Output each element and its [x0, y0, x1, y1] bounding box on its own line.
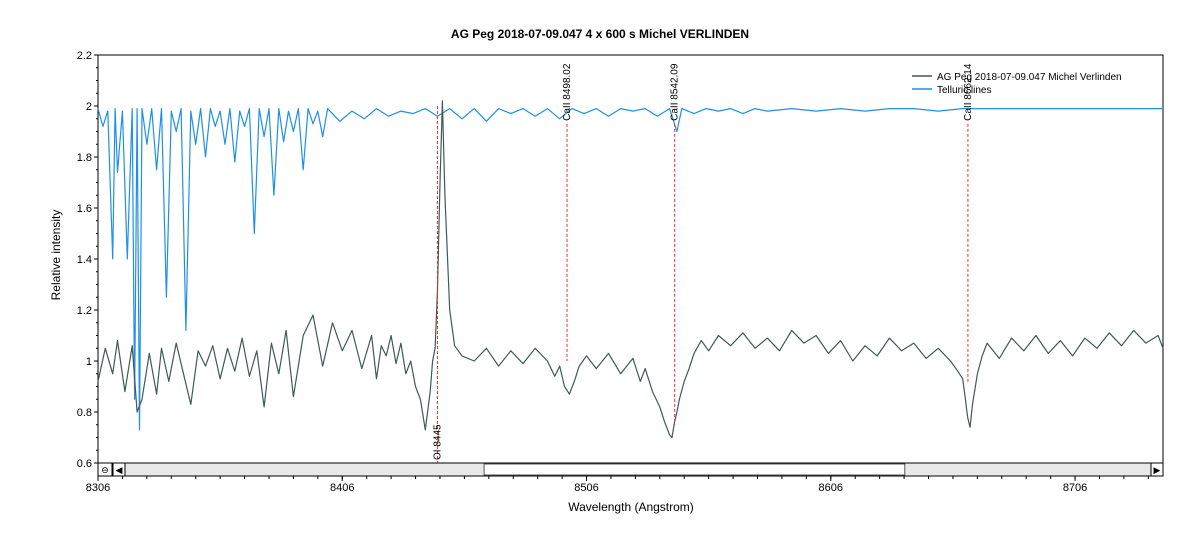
legend-label-telluric: Telluric lines — [937, 85, 991, 96]
series-layer — [97, 100, 1164, 439]
scrollbar-thumb[interactable] — [483, 463, 906, 476]
series-line-spectrum — [97, 100, 1164, 439]
scroll-left-button[interactable] — [112, 462, 126, 477]
series-line-telluric — [97, 107, 1163, 431]
y-tick-label: 1.4 — [77, 254, 92, 266]
x-axis-ticks: 8306 8406 8506 8606 8706 — [86, 476, 1149, 494]
y-tick-label: 0.6 — [77, 458, 92, 470]
plot-area — [97, 54, 1164, 464]
y-tick-label: 1 — [86, 356, 92, 368]
y-tick-label: 2.2 — [77, 50, 92, 62]
x-tick-label: 8706 — [1063, 482, 1087, 494]
scroll-right-icon: ▶ — [1154, 466, 1161, 476]
y-tick-label: 2 — [86, 101, 92, 113]
annotation-label: CaII 8662.14 — [963, 63, 974, 121]
x-tick-label: 8606 — [819, 482, 843, 494]
zoom-out-icon: ⊖ — [101, 466, 109, 476]
legend-label-spectrum: AG Peg 2018-07-09.047 Michel Verlinden — [937, 72, 1122, 83]
x-axis-label: Wavelength (Angstrom) — [568, 500, 694, 514]
y-axis-ticks: 0.6 0.8 1 1.2 1.4 1.6 1.8 2 2.2 — [77, 50, 98, 470]
zoom-out-button[interactable] — [97, 462, 113, 477]
y-tick-label: 1.8 — [77, 152, 92, 164]
annotations: OI 8445 CaII 8498.02 CaII 8542.09 CaII 8662… — [433, 63, 974, 463]
y-tick-label: 1.6 — [77, 203, 92, 215]
scroll-left-icon: ◀ — [116, 466, 123, 476]
annotation-label: CaII 8498.02 — [562, 63, 573, 121]
y-tick-label: 1.2 — [77, 305, 92, 317]
x-tick-label: 8406 — [330, 482, 354, 494]
horizontal-scrollbar[interactable]: ⊖ ◀ ▶ — [97, 462, 1164, 477]
annotation-label: CaII 8542.09 — [670, 63, 681, 121]
annotation-label: OI 8445 — [433, 424, 444, 460]
chart-title: AG Peg 2018-07-09.047 4 x 600 s Michel V… — [451, 27, 749, 41]
y-axis-label: Relative intensity — [49, 210, 63, 301]
legend: AG Peg 2018-07-09.047 Michel Verlinden T… — [912, 72, 1122, 96]
x-tick-label: 8506 — [574, 482, 598, 494]
scroll-right-button[interactable] — [1150, 462, 1164, 477]
x-tick-label: 8306 — [86, 482, 110, 494]
y-tick-label: 0.8 — [77, 407, 92, 419]
